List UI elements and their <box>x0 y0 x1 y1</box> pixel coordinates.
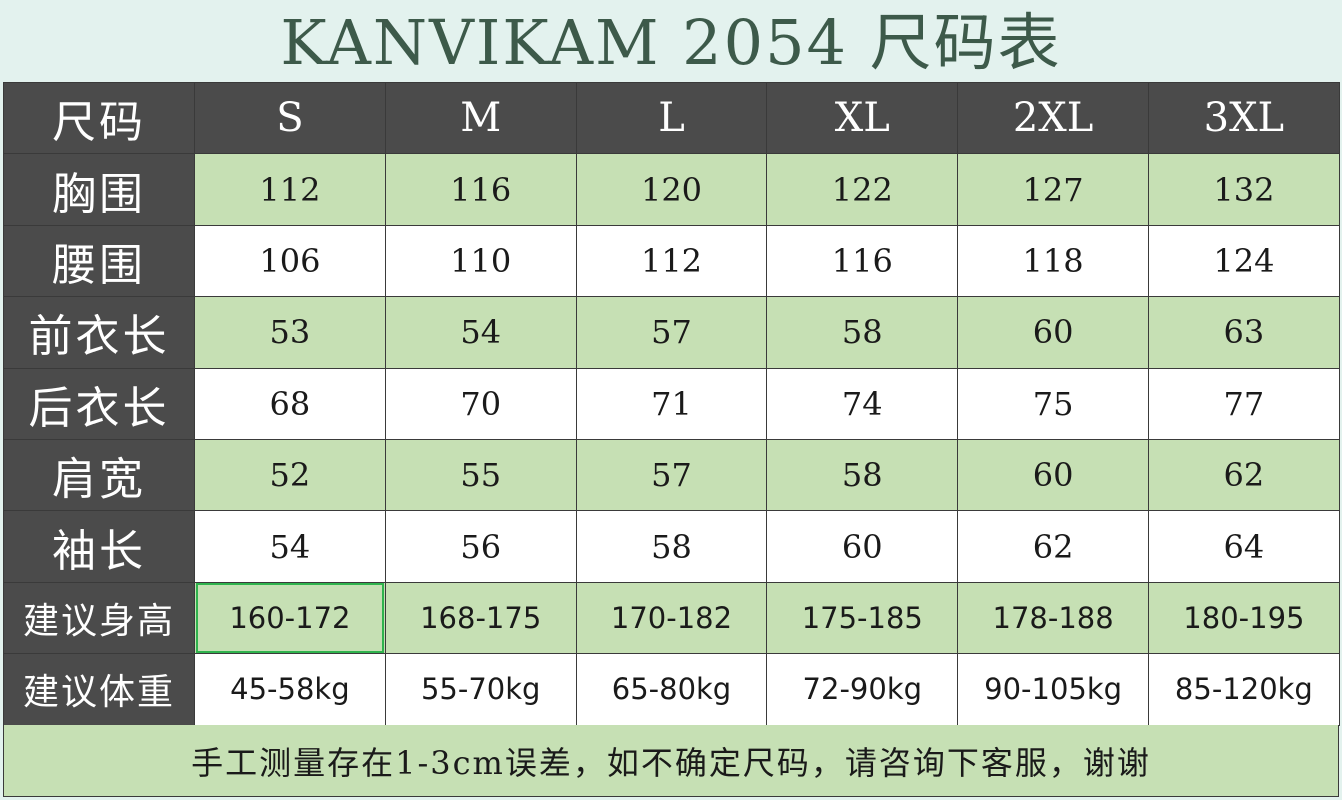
table-cell[interactable]: 178-188 <box>957 581 1149 655</box>
table-cell[interactable]: 118 <box>957 224 1149 298</box>
size-header-2xl[interactable]: 2XL <box>957 81 1149 155</box>
table-cell[interactable]: 58 <box>766 296 959 369</box>
row-waist: 腰围 106 110 112 116 118 124 <box>3 224 1340 298</box>
header-row: 尺码 S M L XL 2XL 3XL <box>3 81 1340 155</box>
table-cell[interactable]: 106 <box>194 224 386 298</box>
row-header-chest: 胸围 <box>3 153 195 226</box>
table-cell[interactable]: 54 <box>194 510 386 583</box>
table-cell[interactable]: 180-195 <box>1147 581 1340 655</box>
table-cell[interactable]: 62 <box>957 510 1149 583</box>
table-cell[interactable]: 63 <box>1147 296 1340 369</box>
table-cell[interactable]: 110 <box>384 224 577 298</box>
row-chest: 胸围 112 116 120 122 127 132 <box>3 153 1340 226</box>
row-header-height: 建议身高 <box>3 581 195 655</box>
table-cell[interactable]: 60 <box>957 438 1149 512</box>
table-cell[interactable]: 90-105kg <box>957 653 1149 726</box>
table-cell[interactable]: 74 <box>766 367 959 440</box>
row-header-back-length: 后衣长 <box>3 367 195 440</box>
table-cell[interactable]: 65-80kg <box>575 653 768 726</box>
table-cell[interactable]: 56 <box>384 510 577 583</box>
table-cell[interactable]: 60 <box>957 296 1149 369</box>
table-cell[interactable]: 127 <box>957 153 1149 226</box>
table-cell[interactable]: 120 <box>575 153 768 226</box>
selected-table-cell[interactable]: 160-172 <box>194 581 386 655</box>
table-cell[interactable]: 168-175 <box>384 581 577 655</box>
row-header-shoulder: 肩宽 <box>3 438 195 512</box>
size-header-3xl[interactable]: 3XL <box>1147 81 1340 155</box>
size-header-m[interactable]: M <box>384 81 577 155</box>
row-header-size: 尺码 <box>3 81 195 155</box>
measurement-note: 手工测量存在1-3cm误差，如不确定尺码，请咨询下客服，谢谢 <box>3 725 1339 797</box>
size-header-xl[interactable]: XL <box>766 81 959 155</box>
row-weight: 建议体重 45-58kg 55-70kg 65-80kg 72-90kg 90-… <box>3 653 1340 726</box>
table-cell[interactable]: 71 <box>575 367 768 440</box>
row-height: 建议身高 160-172 168-175 170-182 175-185 178… <box>3 581 1340 655</box>
table-cell[interactable]: 57 <box>575 296 768 369</box>
size-header-l[interactable]: L <box>575 81 768 155</box>
table-cell[interactable]: 124 <box>1147 224 1340 298</box>
table-cell[interactable]: 58 <box>766 438 959 512</box>
table-cell[interactable]: 62 <box>1147 438 1340 512</box>
table-cell[interactable]: 85-120kg <box>1147 653 1340 726</box>
row-header-front-length: 前衣长 <box>3 296 195 369</box>
page-title: KANVIKAM 2054 尺码表 <box>280 6 1062 79</box>
table-cell[interactable]: 170-182 <box>575 581 768 655</box>
table-cell[interactable]: 45-58kg <box>194 653 386 726</box>
table-cell[interactable]: 55-70kg <box>384 653 577 726</box>
table-cell[interactable]: 122 <box>766 153 959 226</box>
table-cell[interactable]: 70 <box>384 367 577 440</box>
row-header-weight: 建议体重 <box>3 653 195 726</box>
table-cell[interactable]: 75 <box>957 367 1149 440</box>
table-cell[interactable]: 112 <box>575 224 768 298</box>
table-cell[interactable]: 55 <box>384 438 577 512</box>
table-cell[interactable]: 57 <box>575 438 768 512</box>
table-cell[interactable]: 54 <box>384 296 577 369</box>
table-cell[interactable]: 72-90kg <box>766 653 959 726</box>
row-header-sleeve: 袖长 <box>3 510 195 583</box>
table-cell[interactable]: 112 <box>194 153 386 226</box>
row-shoulder: 肩宽 52 55 57 58 60 62 <box>3 438 1340 512</box>
table-cell[interactable]: 53 <box>194 296 386 369</box>
row-back-length: 后衣长 68 70 71 74 75 77 <box>3 367 1340 440</box>
size-header-s[interactable]: S <box>194 81 386 155</box>
table-cell[interactable]: 116 <box>766 224 959 298</box>
row-front-length: 前衣长 53 54 57 58 60 63 <box>3 296 1340 369</box>
table-cell[interactable]: 175-185 <box>766 581 959 655</box>
table-cell[interactable]: 68 <box>194 367 386 440</box>
table-cell[interactable]: 116 <box>384 153 577 226</box>
table-cell[interactable]: 60 <box>766 510 959 583</box>
table-cell[interactable]: 52 <box>194 438 386 512</box>
table-cell[interactable]: 77 <box>1147 367 1340 440</box>
size-chart-table: 尺码 S M L XL 2XL 3XL 胸围 112 116 120 122 1… <box>3 81 1340 726</box>
row-header-waist: 腰围 <box>3 224 195 298</box>
table-cell[interactable]: 132 <box>1147 153 1340 226</box>
table-cell[interactable]: 58 <box>575 510 768 583</box>
row-sleeve: 袖长 54 56 58 60 62 64 <box>3 510 1340 583</box>
table-cell[interactable]: 64 <box>1147 510 1340 583</box>
